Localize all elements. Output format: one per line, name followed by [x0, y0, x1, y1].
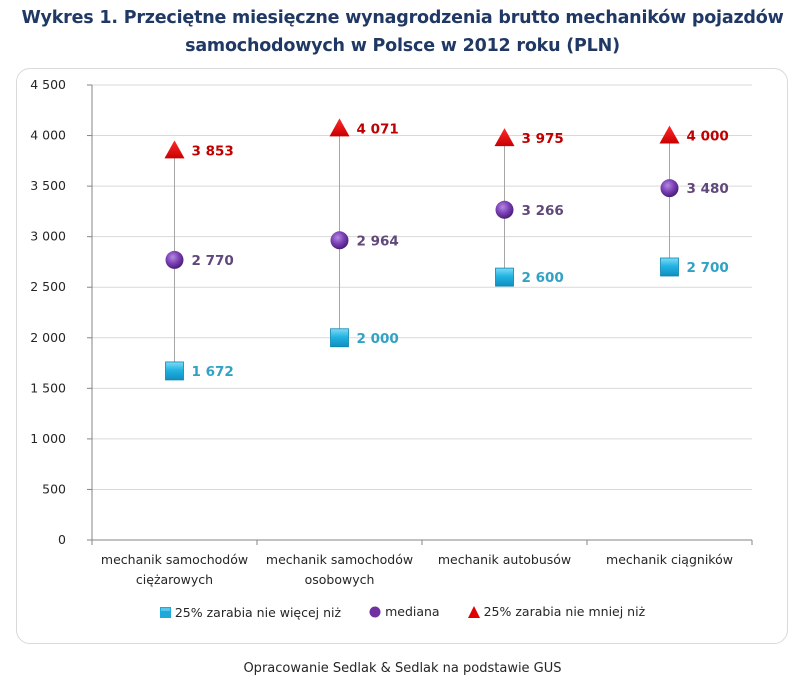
y-tick-label: 500 — [42, 481, 66, 496]
data-label: 2 700 — [687, 260, 729, 276]
data-point-upper-quartile — [659, 125, 680, 144]
legend-label: mediana — [385, 604, 440, 619]
x-category-label: mechanik samochodów — [266, 552, 413, 567]
y-tick-label: 2 000 — [30, 330, 66, 345]
data-label: 1 672 — [192, 364, 234, 380]
x-category-label: osobowych — [305, 572, 375, 587]
data-point-median — [660, 179, 679, 198]
chart-area — [16, 68, 788, 644]
data-point-lower-quartile — [495, 267, 514, 287]
data-label: 2 000 — [357, 331, 399, 347]
data-label: 3 853 — [192, 143, 234, 159]
legend-item-lower-quartile: 25% zarabia nie więcej niż — [159, 604, 342, 620]
data-label: 4 071 — [357, 121, 399, 137]
y-tick-label: 1 500 — [30, 380, 66, 395]
data-point-upper-quartile — [164, 140, 185, 159]
y-tick-label: 2 500 — [30, 279, 66, 294]
data-point-upper-quartile — [329, 118, 350, 137]
data-label: 2 600 — [522, 270, 564, 286]
square-marker-icon — [159, 606, 171, 618]
y-tick-label: 0 — [58, 532, 66, 547]
chart-legend: 25% zarabia nie więcej niż mediana 25% z… — [0, 604, 805, 621]
data-label: 3 480 — [687, 181, 729, 197]
chart-title: Wykres 1. Przeciętne miesięczne wynagrod… — [0, 4, 805, 60]
data-label: 3 266 — [522, 203, 564, 219]
circle-marker-icon — [369, 606, 381, 617]
data-point-lower-quartile — [330, 328, 349, 348]
x-category-label: mechanik autobusów — [438, 552, 571, 567]
legend-item-median: mediana — [369, 604, 440, 619]
y-tick-label: 4 000 — [30, 128, 66, 143]
data-point-upper-quartile — [494, 128, 515, 147]
x-category-label: mechanik samochodów — [101, 552, 248, 567]
data-point-median — [165, 250, 184, 269]
data-point-lower-quartile — [165, 361, 184, 381]
x-category-label: ciężarowych — [136, 572, 213, 587]
data-label: 4 000 — [687, 129, 729, 145]
data-label: 2 770 — [192, 253, 234, 269]
legend-item-upper-quartile: 25% zarabia nie mniej niż — [467, 604, 646, 619]
chart-title-line-2: samochodowych w Polsce w 2012 roku (PLN) — [185, 36, 620, 56]
data-point-lower-quartile — [660, 257, 679, 277]
x-category-label: mechanik ciągników — [606, 552, 733, 567]
triangle-marker-icon — [467, 605, 480, 618]
data-label: 2 964 — [357, 233, 399, 249]
y-tick-label: 1 000 — [30, 431, 66, 446]
source-note: Opracowanie Sedlak & Sedlak na podstawie… — [243, 661, 562, 676]
y-tick-label: 3 500 — [30, 178, 66, 193]
data-label: 3 975 — [522, 131, 564, 147]
legend-label: 25% zarabia nie więcej niż — [174, 604, 342, 620]
y-tick-label: 3 000 — [30, 229, 66, 244]
data-point-median — [495, 200, 514, 219]
y-tick-label: 4 500 — [30, 77, 66, 92]
chart-title-line-1: Wykres 1. Przeciętne miesięczne wynagrod… — [21, 8, 784, 28]
data-point-median — [330, 231, 349, 250]
legend-label: 25% zarabia nie mniej niż — [483, 604, 646, 619]
